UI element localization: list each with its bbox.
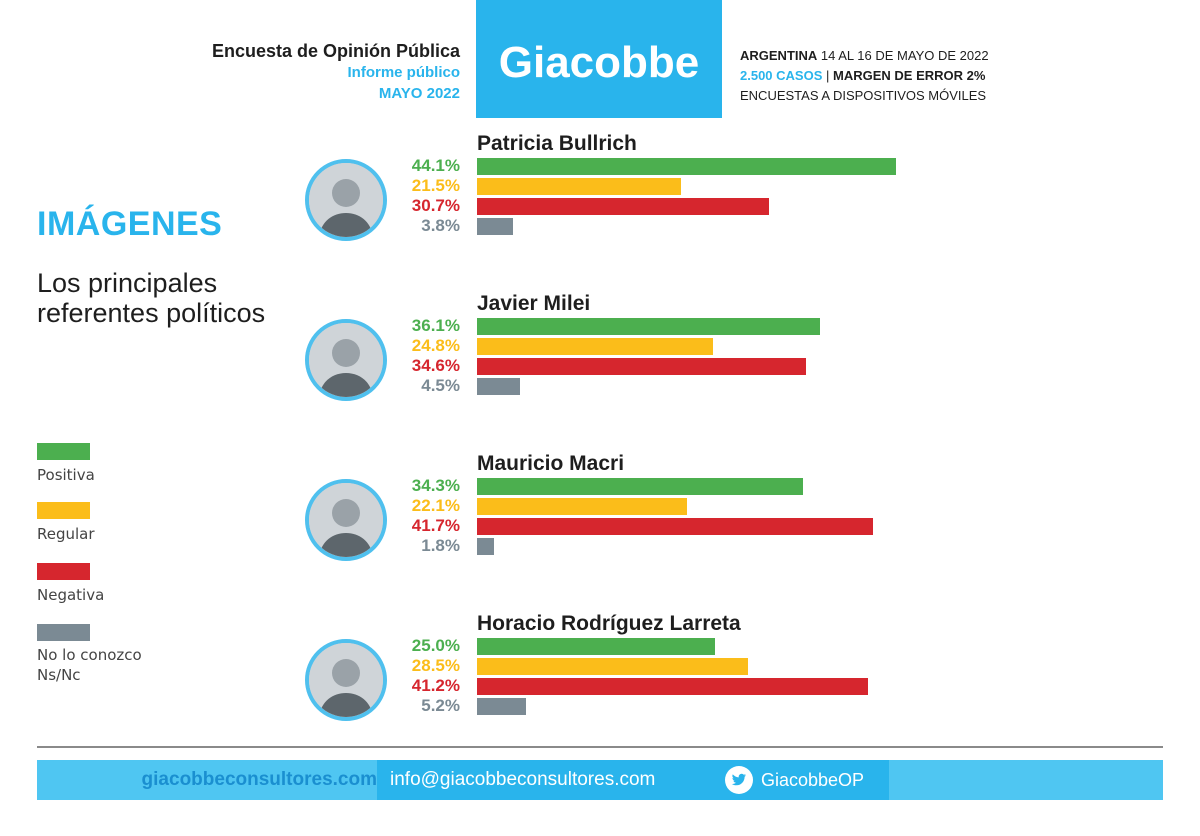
candidate-photo-patricia-bullrich <box>305 159 387 241</box>
value-label-horacio-rodriguez-larreta-no-lo-conozco-ns-nc: 5.2% <box>421 696 460 715</box>
legend-swatch-positiva <box>37 443 90 460</box>
bar-horacio-rodriguez-larreta-positiva <box>477 638 715 655</box>
twitter-icon <box>725 766 753 794</box>
bar-javier-milei-regular <box>477 338 713 355</box>
bar-mauricio-macri-regular <box>477 498 687 515</box>
section-title: IMÁGENES <box>37 205 223 243</box>
value-label-javier-milei-positiva: 36.1% <box>411 316 460 335</box>
value-label-javier-milei-negativa: 34.6% <box>411 356 460 375</box>
bar-mauricio-macri-positiva <box>477 478 803 495</box>
value-label-mauricio-macri-negativa: 41.7% <box>411 516 460 535</box>
candidate-photo-javier-milei <box>305 319 387 401</box>
legend-swatch-nsnc <box>37 624 90 641</box>
candidate-name-patricia-bullrich: Patricia Bullrich <box>477 132 637 155</box>
header-methodology: ARGENTINA 14 AL 16 DE MAYO DE 2022 2.500… <box>740 46 989 106</box>
sample-size: 2.500 CASOS <box>740 68 823 83</box>
value-label-horacio-rodriguez-larreta-regular: 28.5% <box>411 656 460 675</box>
bar-mauricio-macri-no-lo-conozco-ns-nc <box>477 538 495 555</box>
footer-twitter-handle[interactable]: GiacobbeOP <box>761 770 865 790</box>
value-label-patricia-bullrich-negativa: 30.7% <box>411 196 460 215</box>
value-label-patricia-bullrich-no-lo-conozco-ns-nc: 3.8% <box>421 216 460 235</box>
bar-patricia-bullrich-no-lo-conozco-ns-nc <box>477 218 514 235</box>
candidate-name-horacio-rodriguez-larreta: Horacio Rodríguez Larreta <box>477 612 741 635</box>
bar-patricia-bullrich-regular <box>477 178 682 195</box>
value-label-javier-milei-regular: 24.8% <box>411 336 460 355</box>
value-label-horacio-rodriguez-larreta-positiva: 25.0% <box>411 636 460 655</box>
value-label-patricia-bullrich-regular: 21.5% <box>411 176 460 195</box>
brand-logo: Giacobbe <box>476 0 722 118</box>
bar-patricia-bullrich-negativa <box>477 198 769 215</box>
value-label-javier-milei-no-lo-conozco-ns-nc: 4.5% <box>421 376 460 395</box>
error-margin: MARGEN DE ERROR 2% <box>833 68 986 83</box>
bar-mauricio-macri-negativa <box>477 518 874 535</box>
footer-website-link[interactable]: giacobbeconsultores.com <box>141 769 377 790</box>
survey-title: Encuesta de Opinión Pública <box>211 41 460 61</box>
value-label-horacio-rodriguez-larreta-negativa: 41.2% <box>411 676 460 695</box>
legend-label-regular: Regular <box>37 525 95 543</box>
value-label-patricia-bullrich-positiva: 44.1% <box>411 156 460 175</box>
header-survey-info: Encuesta de Opinión Pública Informe públ… <box>100 40 460 104</box>
bar-javier-milei-negativa <box>477 358 806 375</box>
footer-divider <box>37 746 1163 748</box>
legend-label-negativa: Negativa <box>37 586 105 604</box>
legend-label-nsnc: Ns/Nc <box>37 666 81 684</box>
bar-javier-milei-positiva <box>477 318 820 335</box>
legend-swatch-negativa <box>37 563 90 580</box>
report-date: MAYO 2022 <box>378 85 460 102</box>
footer-email-bg <box>377 760 709 800</box>
candidate-photo-mauricio-macri <box>305 479 387 561</box>
candidate-name-javier-milei: Javier Milei <box>477 292 591 315</box>
legend-label-no-lo-conozco: No lo conozco <box>37 646 142 664</box>
report-type: Informe público <box>347 64 461 81</box>
bar-horacio-rodriguez-larreta-no-lo-conozco-ns-nc <box>477 698 527 715</box>
value-label-mauricio-macri-positiva: 34.3% <box>411 476 460 495</box>
bar-horacio-rodriguez-larreta-negativa <box>477 678 869 695</box>
legend-swatch-regular <box>37 502 90 519</box>
field-dates: 14 AL 16 DE MAYO DE 2022 <box>820 48 989 63</box>
value-label-mauricio-macri-no-lo-conozco-ns-nc: 1.8% <box>421 536 460 555</box>
footer-email-link[interactable]: info@giacobbeconsultores.com <box>390 769 656 790</box>
bar-javier-milei-no-lo-conozco-ns-nc <box>477 378 520 395</box>
country: ARGENTINA <box>740 48 818 63</box>
legend-label-positiva: Positiva <box>37 466 95 484</box>
section-subtitle: Los principales referentes políticos <box>37 268 266 328</box>
candidate-name-mauricio-macri: Mauricio Macri <box>477 452 625 475</box>
candidate-photo-horacio-rodriguez-larreta <box>305 639 387 721</box>
bar-horacio-rodriguez-larreta-regular <box>477 658 748 675</box>
bar-patricia-bullrich-positiva <box>477 158 896 175</box>
separator: | <box>826 68 830 83</box>
value-label-mauricio-macri-regular: 22.1% <box>411 496 460 515</box>
brand-name: Giacobbe <box>498 38 700 87</box>
survey-method: ENCUESTAS A DISPOSITIVOS MÓVILES <box>740 88 987 103</box>
